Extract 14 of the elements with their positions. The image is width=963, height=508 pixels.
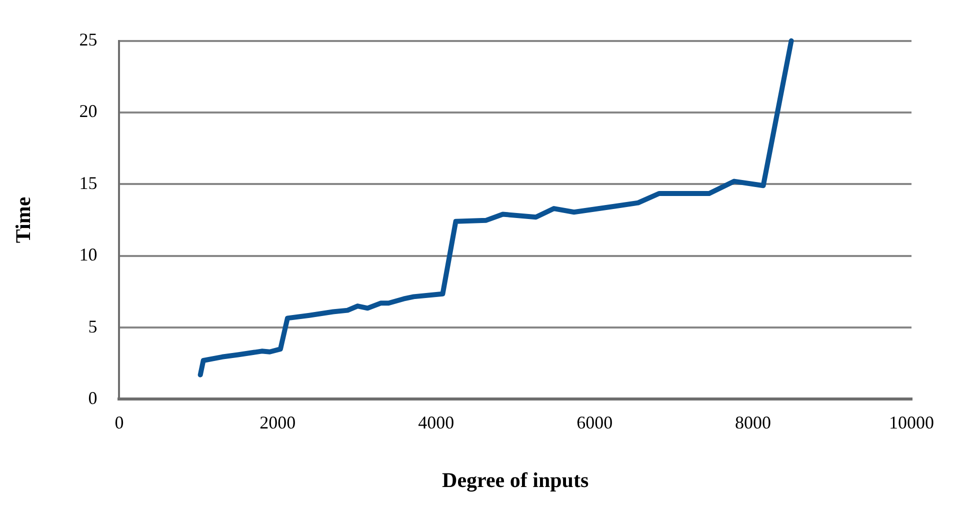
y-tick-label: 10 [79, 244, 98, 265]
x-axis-title: Degree of inputs [442, 468, 589, 492]
y-tick-label: 25 [79, 30, 98, 50]
y-tick-label: 15 [79, 172, 98, 193]
x-tick-label: 2000 [260, 412, 296, 433]
x-tick-label: 8000 [735, 412, 772, 433]
y-tick-label: 0 [88, 388, 98, 408]
y-axis-title: Time [11, 196, 36, 244]
x-tick-label: 10000 [889, 412, 934, 433]
y-tick-label: 20 [79, 101, 98, 122]
x-tick-label: 4000 [418, 412, 454, 433]
x-tick-label: 0 [114, 412, 124, 433]
x-tick-label: 6000 [576, 412, 613, 433]
y-tick-label: 5 [88, 316, 98, 336]
